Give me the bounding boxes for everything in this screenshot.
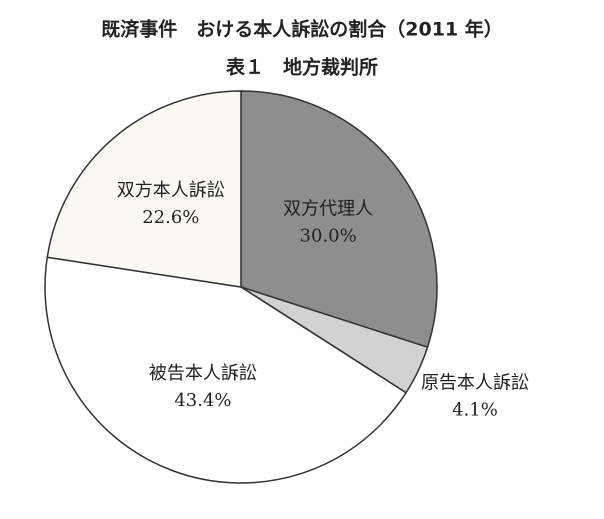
- slice-value-label: 43.4%: [174, 390, 231, 411]
- slice-value-label: 22.6%: [142, 207, 199, 228]
- pie-slice: [240, 90, 438, 349]
- chart-title: 既済事件 おける本人訴訟の割合（2011 年）: [101, 18, 503, 41]
- pie-slice: [44, 256, 408, 484]
- slice-label: 双方本人訴訟: [117, 180, 225, 201]
- slice-value-label: 30.0%: [300, 226, 357, 247]
- slice-value-label: 4.1%: [452, 399, 498, 420]
- chart-subtitle: 表１ 地方裁判所: [226, 56, 378, 79]
- pie-slice: [46, 90, 242, 288]
- slice-label: 原告本人訴訟: [421, 372, 529, 393]
- slice-label: 被告本人訴訟: [149, 363, 257, 384]
- slice-label: 双方代理人: [283, 199, 373, 220]
